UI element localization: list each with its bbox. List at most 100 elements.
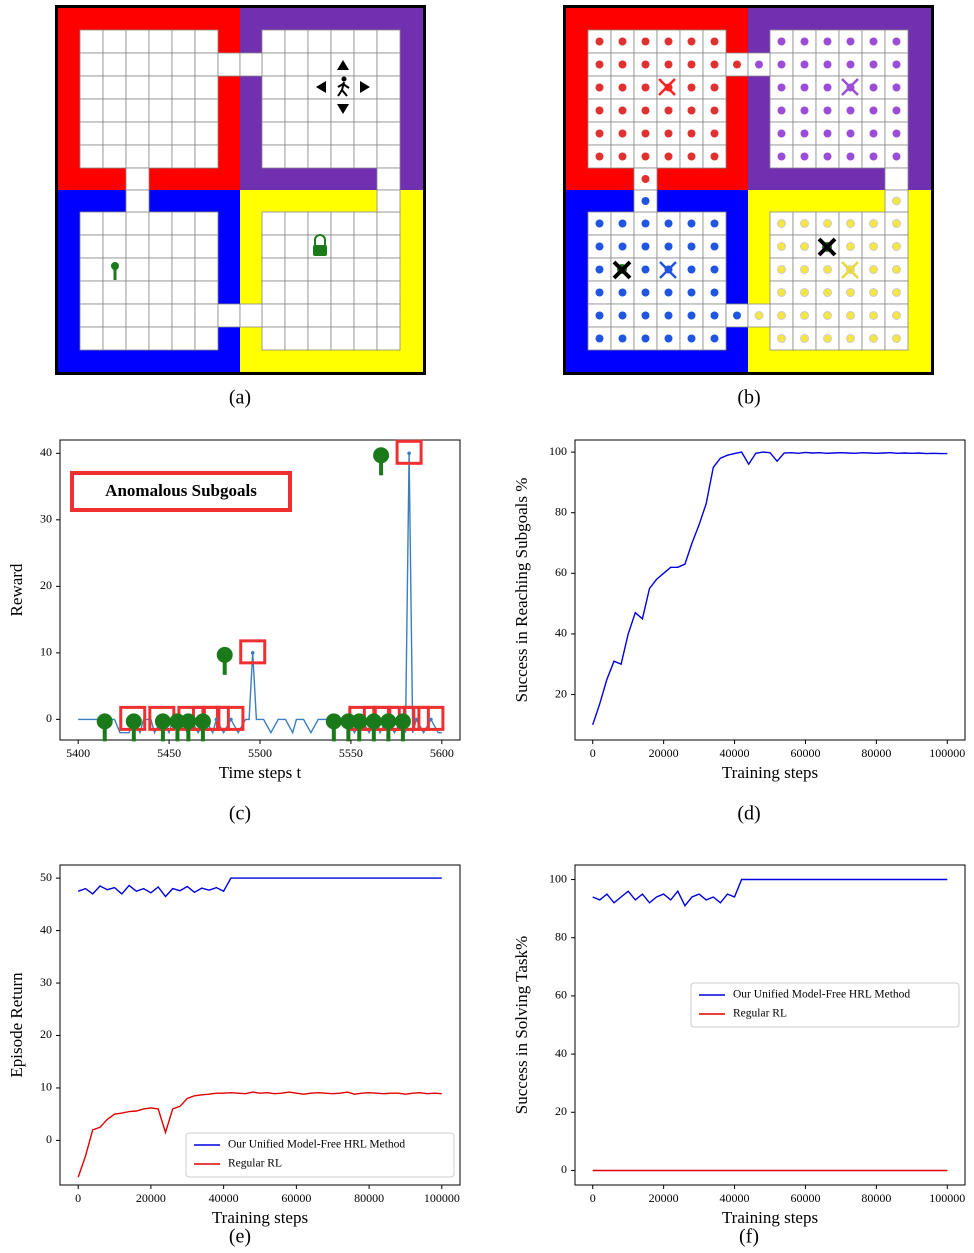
grid-cell [102,234,127,259]
y-axis-label: Success in Solving Task% [512,936,531,1114]
grid-cell [79,144,104,169]
grid-cell [284,303,309,328]
state-dot [687,288,696,297]
grid-cell [194,75,219,100]
x-tick-label: 40000 [209,1191,239,1205]
y-tick-label: 30 [40,975,52,989]
grid-cell [307,211,332,236]
grid-cell [79,257,104,282]
grid-cell [353,234,378,259]
subgoal-icon [371,727,376,742]
y-tick-label: 40 [555,1046,567,1060]
grid-cell [330,257,355,282]
grid-cell [171,326,196,351]
x-tick-label: 0 [590,746,596,760]
state-dot [869,265,878,274]
x-tick-label: 100000 [929,1191,965,1205]
series-line [77,1091,442,1178]
y-tick-label: 20 [555,1104,567,1118]
world-border [55,5,426,375]
subgoal-cross [841,261,859,279]
grid-cell [125,189,150,213]
state-dot [754,311,764,320]
grid-cell [376,98,401,123]
y-axis-label: Reward [7,563,26,616]
subgoal-icon [125,713,142,730]
y-axis-label: Episode Return [7,972,26,1078]
grid-cell [79,75,104,100]
anomaly-point [414,717,419,722]
agent-body [337,81,350,97]
state-dot [641,197,650,205]
grid-cell [353,326,378,351]
grid-cell [79,121,104,146]
grid-cell [171,303,196,328]
grid-cell [125,98,150,123]
state-dot [777,129,786,138]
data-line [592,451,948,726]
grid-cell [330,29,355,54]
grid-cell [284,211,309,236]
subgoal-icon [351,713,368,730]
state-dot [869,129,878,138]
agent-head [341,76,347,82]
subgoal-icon [200,727,205,742]
grid-cell [171,121,196,146]
x-tick-label: 80000 [861,746,891,760]
x-axis-label: Training steps [722,1208,818,1227]
state-dot [777,265,786,274]
state-dot [869,106,878,115]
state-dot [687,37,696,46]
grid-cell [194,52,219,77]
x-axis-label: Training steps [212,1208,308,1227]
state-dot [777,288,786,297]
state-dot [823,152,832,161]
grid-cell [307,280,332,305]
grid-cell [376,211,401,236]
grid-cell [79,29,104,54]
subgoal-icon [194,713,211,730]
state-dot [641,265,650,274]
lock-shackle [314,234,326,245]
state-dot [687,265,696,274]
state-dot [687,311,696,320]
action-arrow [337,104,349,114]
subgoal-icon [222,660,227,675]
y-tick-label: 0 [561,1162,567,1176]
grid-cell [194,257,219,282]
grid-cell [330,326,355,351]
state-dot [618,60,627,69]
grid-cell [261,326,286,351]
subgoal-icon [325,713,342,730]
state-dot [800,152,809,161]
y-tick-label: 20 [40,1027,52,1041]
grid-cell [148,326,173,351]
anomaly-box [417,705,445,731]
grid-cell [171,234,196,259]
state-dot [595,265,604,274]
grid-cell [307,98,332,123]
state-dot [777,219,786,228]
grid-cell [102,211,127,236]
x-tick-label: 5500 [248,746,272,760]
state-dot [641,242,650,251]
x-tick-label: 60000 [790,746,820,760]
grid-cell [330,211,355,236]
state-dot [892,219,901,228]
state-dot [595,106,604,115]
grid-cell [194,211,219,236]
state-dot [800,129,809,138]
y-tick-label: 40 [555,626,567,640]
subgoal-icon [102,727,107,742]
state-dot [892,129,901,138]
state-dot [710,60,719,69]
anomaly-point [229,717,233,722]
legend-label: Regular RL [733,1008,787,1020]
x-tick-label: 60000 [281,1191,311,1205]
state-dot [687,129,696,138]
x-axis-label: Time steps t [219,763,302,782]
grid-cell [376,234,401,259]
action-arrow [360,81,370,93]
state-dot [869,242,878,251]
grid-cell [239,52,263,77]
